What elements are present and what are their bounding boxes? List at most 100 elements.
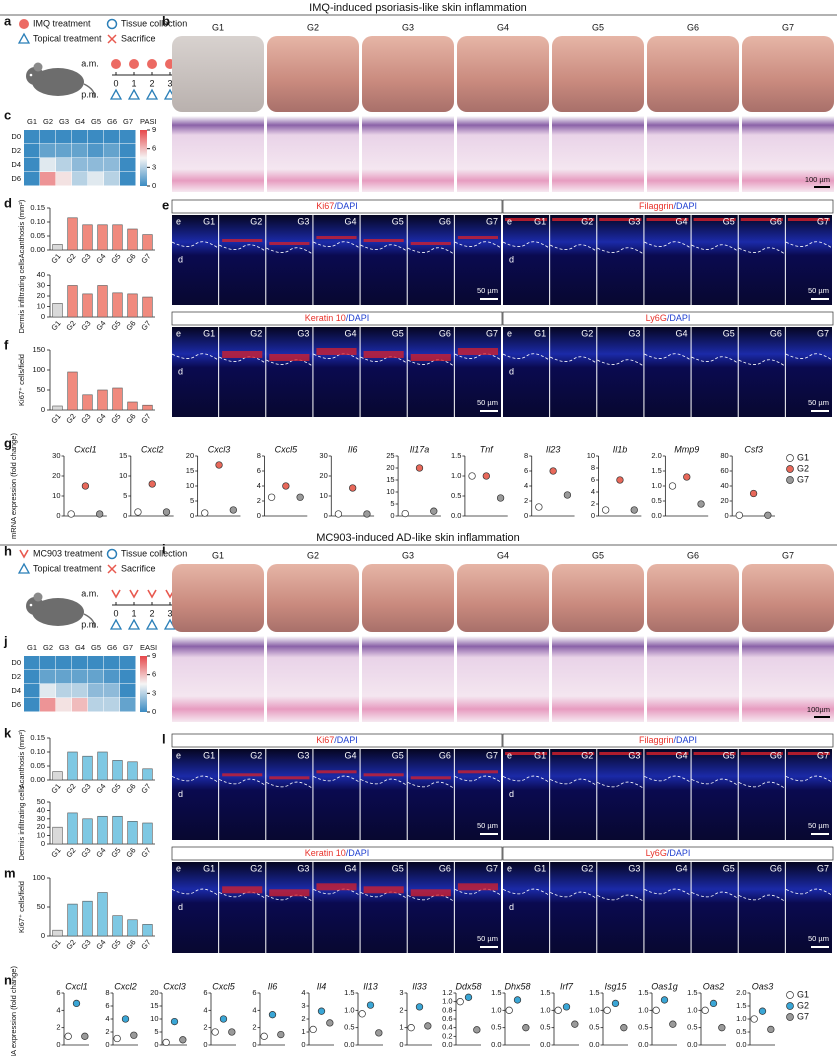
dot [375, 1029, 383, 1037]
gene-name: Oas2 [703, 981, 725, 991]
legend-label: Sacrifice [121, 563, 156, 573]
epidermis-border [691, 244, 738, 252]
y-tick-label: 1 [399, 1023, 403, 1032]
y-tick-label: 2 [257, 496, 261, 505]
y-tick-label: 2 [399, 1005, 403, 1014]
dot [67, 510, 75, 518]
y-tick-label: 10 [386, 487, 394, 496]
fluorescence-image [407, 862, 454, 953]
clinical-photo [552, 36, 644, 112]
signal [269, 242, 310, 245]
y-tick-label: 1.0 [451, 471, 461, 480]
histology-photo [742, 116, 834, 192]
y-tick-label: 150 [32, 345, 45, 354]
image-group-label: G7 [817, 750, 829, 760]
gene-name: Il13 [363, 981, 378, 991]
gene-name: Cxcl1 [74, 444, 97, 454]
dot [735, 511, 743, 519]
fluorescence-image [454, 327, 501, 417]
y-tick-label: 10 [119, 471, 127, 480]
signal [457, 770, 498, 774]
group-label: G2 [307, 550, 319, 560]
y-tick-label: 1.5 [638, 988, 648, 997]
gene-name: Cxcl1 [65, 981, 88, 991]
dermis-label: d [178, 902, 183, 912]
dot [334, 510, 343, 518]
gene-name: Csf3 [744, 444, 763, 454]
y-tick-label: 8 [591, 463, 595, 472]
y-tick-label: 50 [37, 797, 45, 806]
y-tick-label: 40 [37, 270, 45, 279]
gene-name: Il6 [268, 981, 278, 991]
y-tick-label: 0.00 [30, 245, 45, 254]
dot [162, 1038, 170, 1047]
signal [410, 242, 451, 245]
dot [611, 999, 620, 1008]
stain-name: Ly6G [646, 848, 667, 858]
y-tick-label: 8 [524, 451, 528, 460]
y-tick-label: 1.0 [491, 1005, 501, 1014]
epidermis-border [171, 241, 219, 249]
gene-name: Cxcl2 [114, 981, 137, 991]
heat-cell [24, 670, 40, 684]
epidermis-border [313, 775, 360, 783]
heat-cell [24, 684, 40, 698]
image-group-label: G4 [345, 328, 357, 338]
bar [52, 244, 63, 251]
histology-photo [362, 636, 454, 722]
x-tick-label: G3 [79, 252, 92, 265]
mouse-eye [29, 603, 33, 607]
mouse-head [26, 67, 44, 85]
dot [179, 1036, 187, 1044]
image-group-label: G3 [297, 863, 309, 873]
histology-photo [267, 116, 359, 192]
dot [215, 461, 223, 469]
group-label: G5 [592, 22, 604, 32]
fluorescence-image [266, 862, 313, 953]
y-tick-label: 0.10 [30, 217, 45, 226]
image-group-label: G5 [392, 328, 404, 338]
gene-name: Isg15 [604, 981, 627, 991]
x-tick-label: G1 [49, 782, 62, 795]
epidermis-border [171, 353, 219, 361]
dot [701, 1006, 709, 1014]
panel-title: Ki67/DAPI [316, 735, 358, 745]
epidermis-border [644, 241, 691, 249]
heat-cell [88, 130, 104, 144]
y-tick-label: 20 [52, 471, 60, 480]
epidermis-border [691, 356, 738, 364]
fluorescence-image [785, 327, 832, 417]
x-tick-label: G1 [49, 938, 62, 951]
y-tick-label: 6 [56, 988, 60, 997]
fluorescence-image [454, 749, 501, 840]
signal [552, 218, 595, 221]
dot [549, 467, 557, 475]
scale-label: 50 µm [808, 934, 829, 943]
heat-cell [24, 698, 40, 712]
heat-cell [24, 130, 40, 144]
histology-photo [267, 636, 359, 722]
y-tick-label: 2 [203, 1023, 207, 1032]
fluorescence-image [313, 749, 360, 840]
bar [82, 224, 93, 251]
legend-dot [786, 476, 794, 484]
heat-cell [72, 670, 88, 684]
heat-cell [104, 698, 120, 712]
epidermis-border [549, 778, 597, 786]
bar [52, 303, 63, 318]
image-group-label: G3 [297, 750, 309, 760]
dot [268, 1011, 277, 1019]
signal [222, 239, 263, 242]
epidermis-label: e [176, 863, 181, 873]
image-group-label: G2 [250, 863, 262, 873]
bar [82, 900, 93, 937]
group-label: G1 [212, 550, 224, 560]
bar [67, 371, 78, 411]
dot [660, 996, 669, 1004]
y-tick-label: 1.0 [540, 1005, 550, 1014]
legend-label: G1 [797, 452, 809, 462]
fluorescence-image [407, 327, 454, 417]
signal [693, 218, 736, 221]
y-tick-label: 10 [37, 301, 45, 310]
y-tick-label: 50 [37, 385, 45, 394]
